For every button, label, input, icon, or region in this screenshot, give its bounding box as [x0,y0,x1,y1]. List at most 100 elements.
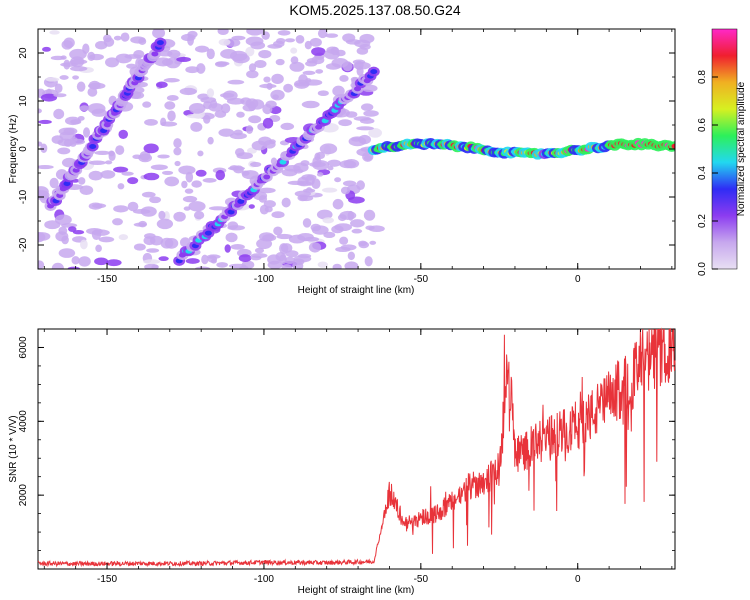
spectrogram-noise-blob [88,202,103,210]
spectrogram-noise-blob [347,251,355,261]
spectrogram-noise-blob [303,236,320,242]
spectrogram-noise-blob [249,161,262,167]
spectrogram-noise-blob [63,37,75,49]
spectrogram-noise-blob [293,255,312,263]
spectrogram-noise-blob [289,61,305,72]
spectrogram-noise-blob [94,150,111,156]
spectrogram-noise-blob [225,232,238,243]
spectrogram-noise-blob [262,117,274,129]
spectrogram-noise-blob [58,248,76,258]
spectrogram-noise-blob [316,172,324,177]
spectrogram-noise-blob [118,234,129,241]
spectrogram-noise-blob [311,225,329,235]
spectrogram-noise-blob [58,226,68,235]
spectrogram-noise-blob [245,125,254,134]
spectrogram-noise-blob [88,160,106,166]
colorbar-tick-label: 0.2 [697,214,708,228]
spectrogram-noise-blob [195,169,207,177]
spectrogram-noise-blob [45,77,60,82]
spectrogram-noise-blob [263,76,271,83]
spectrogram-noise-blob [246,70,259,79]
spectrogram-noise-blob [61,235,69,245]
spectrogram-noise-blob [271,73,284,85]
spectrogram-noise-blob [321,187,338,193]
spectrogram-noise-blob [227,166,246,171]
spectrogram-noise-blob [53,108,65,120]
spectrogram-noise-blob [210,99,218,109]
spectrogram-noise-blob [215,169,226,181]
spectrogram-noise-blob [105,57,120,68]
spectrogram-noise-blob [308,242,322,253]
spectrogram-heatmap [38,29,675,269]
spectrogram-track-point [156,40,164,46]
spectrogram-noise-blob [121,171,134,176]
spectrogram-noise-blob [185,258,200,264]
spectrogram-noise-blob [280,122,295,131]
spectrogram-noise-blob [339,210,357,221]
spectrogram-noise-blob [258,49,272,59]
spectrogram-noise-blob [138,153,153,163]
spectrogram-noise-blob [71,256,80,265]
spectrogram-noise-blob [332,263,342,269]
spectrogram-noise-blob [259,83,277,89]
spectrogram-noise-blob [254,59,267,69]
spectrogram-noise-blob [226,97,245,105]
spectrogram-noise-blob [344,261,359,269]
spectrogram-noise-blob [317,29,328,39]
spectrogram-noise-blob [155,81,168,88]
spectrogram-noise-blob [239,265,249,269]
spectrogram-noise-blob [275,252,286,262]
spectrogram-noise-blob [359,117,375,124]
spectrogram-noise-blob [132,208,151,214]
spectrogram-noise-blob [182,195,198,203]
spectrogram-noise-blob [106,259,122,267]
spectrogram-noise-blob [197,150,204,157]
spectrogram-noise-blob [368,128,383,138]
spectrogram-noise-blob [236,152,253,160]
spectrogram-noise-blob [197,93,210,100]
spectrogram-noise-blob [91,229,102,241]
spectrogram-noise-blob [38,108,42,114]
chart-title: KOM5.2025.137.08.50.G24 [289,2,461,18]
spectrogram-noise-blob [38,260,45,269]
spectrogram-noise-blob [363,155,373,161]
spectrogram-noise-blob [167,49,181,58]
spectrogram-noise-blob [108,150,115,157]
spectrogram-track-point [151,51,159,57]
spectrogram-noise-blob [227,225,246,231]
spectrogram-noise-blob [164,101,176,110]
spectrogram-noise-blob [356,47,369,55]
spectrogram-noise-blob [325,33,339,38]
spectrogram-noise-blob [173,138,182,149]
spectrogram-noise-blob [229,132,247,140]
spectrogram-noise-blob [354,60,364,71]
spectrogram-noise-blob [312,156,322,168]
spectrogram-noise-blob [305,60,318,67]
spectrogram-noise-blob [126,63,137,69]
spectrogram-noise-blob [220,103,231,114]
spectrogram-noise-blob [82,43,90,54]
spectrogram-noise-blob [152,29,166,39]
spectrogram-noise-blob [38,119,52,124]
spectrogram-noise-blob [49,30,60,35]
snr-y-ticks: 2000 4000 6000 [18,328,675,551]
spectrogram-noise-blob [273,226,283,236]
spectrogram-noise-blob [143,172,160,181]
spectrogram-noise-blob [351,228,363,234]
spectrogram-noise-blob [245,36,264,46]
spectrogram-noise-blob [72,230,85,235]
spectrogram-noise-blob [79,105,90,111]
spectrogram-noise-blob [340,244,357,251]
spectrogram-noise-blob [42,46,51,52]
spectrogram-noise-blob [281,243,293,253]
spectrogram-noise-blob [87,51,96,61]
spectrogram-noise-blob [149,196,162,204]
spectrogram-noise-blob [248,204,255,209]
spectrogram-noise-blob [51,262,64,269]
spectrogram-noise-blob [78,256,91,267]
spectrogram-noise-blob [216,262,228,268]
spectrogram-noise-blob [238,254,252,262]
spectrogram-noise-blob [158,210,166,220]
spectrogram-noise-blob [127,177,139,185]
